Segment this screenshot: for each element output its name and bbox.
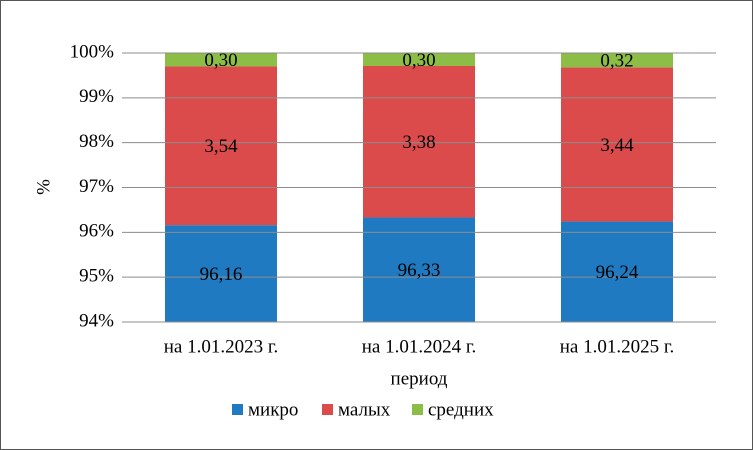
plot <box>165 53 673 322</box>
y-tick-label: 98% <box>79 131 114 152</box>
bar-segment <box>561 53 673 68</box>
y-tick-label: 97% <box>79 176 114 197</box>
legend-swatch <box>412 404 423 415</box>
bar-segment <box>165 66 277 226</box>
y-axis-label: % <box>33 179 54 195</box>
bar-segment <box>363 217 475 322</box>
bar-segment <box>165 53 277 67</box>
legend-label: малых <box>338 399 391 420</box>
data-label: 96,24 <box>596 262 639 283</box>
x-tick-label: на 1.01.2023 г. <box>164 336 279 357</box>
bar-segment <box>363 53 475 67</box>
x-tick-label: на 1.01.2024 г. <box>362 336 477 357</box>
legend-label: микро <box>248 399 298 420</box>
legend-label: средних <box>428 399 494 420</box>
x-axis-label: период <box>391 368 448 389</box>
data-label: 0,32 <box>600 51 633 72</box>
data-label: 96,16 <box>200 264 243 285</box>
data-label: 3,44 <box>600 135 634 156</box>
bar-segment <box>561 67 673 222</box>
y-tick-label: 100% <box>70 41 115 62</box>
x-tick-label: на 1.01.2025 г. <box>560 336 675 357</box>
bar-segment <box>561 221 673 322</box>
data-label: 3,38 <box>402 132 435 153</box>
bar-segment <box>165 225 277 322</box>
y-tick-label: 95% <box>79 266 114 287</box>
data-label: 3,54 <box>204 136 238 157</box>
legend-swatch <box>232 404 243 415</box>
data-label: 0,30 <box>402 50 435 71</box>
data-label: 96,33 <box>398 260 441 281</box>
legend-swatch <box>322 404 333 415</box>
y-tick-label: 96% <box>79 221 114 242</box>
data-label: 0,30 <box>204 50 237 71</box>
y-tick-label: 99% <box>79 86 114 107</box>
y-tick-label: 94% <box>79 310 114 331</box>
bar-segment <box>363 66 475 218</box>
